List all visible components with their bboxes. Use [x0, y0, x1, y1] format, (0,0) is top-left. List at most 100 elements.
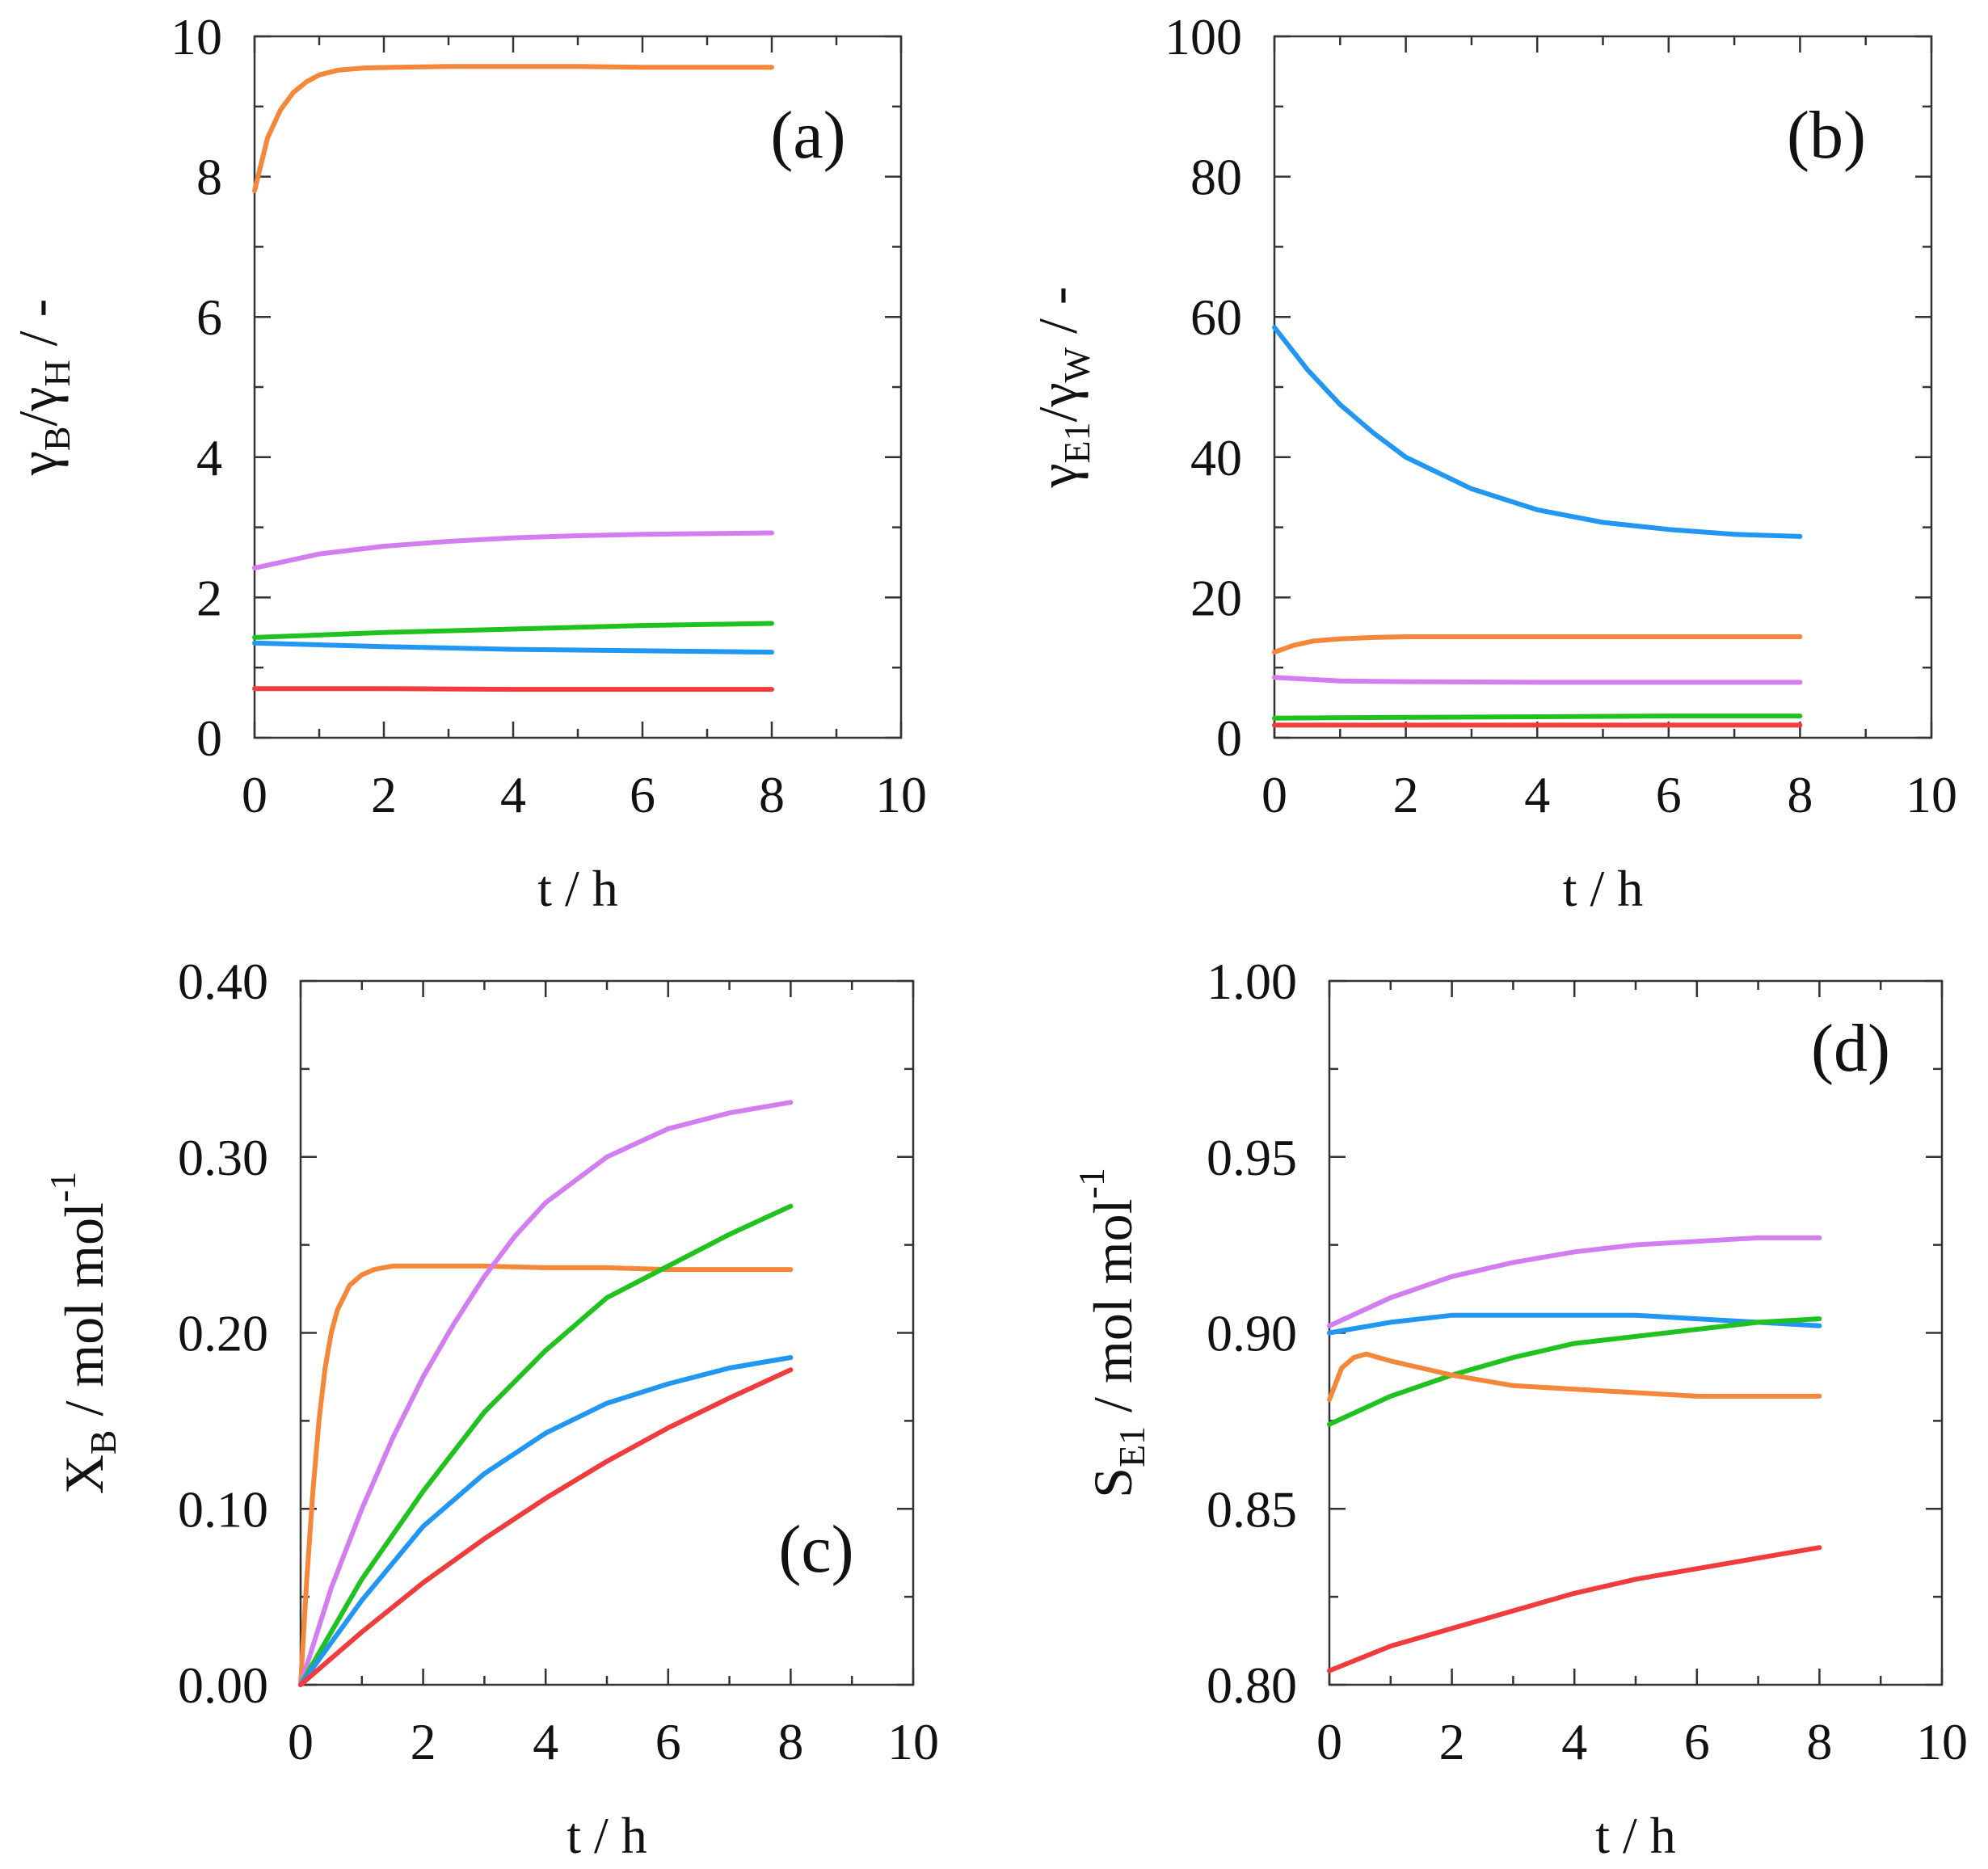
x-tick-label: 2	[1439, 1713, 1465, 1770]
y-tick-label: 0.40	[178, 953, 268, 1010]
y-tick-label: 0.95	[1207, 1129, 1297, 1186]
y-axis-title-part: E1	[1111, 1426, 1152, 1467]
series-line-violet	[1327, 1235, 1822, 1328]
panel-label: (a)	[770, 98, 845, 173]
y-axis-title-part: /γ	[1027, 382, 1089, 422]
x-tick-label: 6	[1656, 766, 1682, 823]
y-axis-title-part: E1	[1056, 422, 1097, 463]
y-tick-label: 8	[196, 149, 222, 206]
series-line-green	[252, 621, 774, 640]
series-line-green	[1272, 714, 1803, 721]
x-tick-label: 8	[759, 766, 785, 823]
y-axis-title-part: / -	[1027, 286, 1089, 347]
x-tick-label: 6	[655, 1713, 681, 1770]
x-tick-label: 2	[1393, 766, 1419, 823]
y-tick-label: 2	[196, 569, 222, 626]
y-tick-label: 60	[1190, 288, 1242, 346]
x-tick-label: 4	[1561, 1713, 1587, 1770]
y-axis-title-part: /γ	[7, 387, 69, 427]
y-axis-title-part: / -	[7, 299, 69, 360]
y-tick-label: 0.00	[178, 1656, 268, 1714]
series-line-red	[298, 1367, 794, 1687]
chart-panel-d: 0 2 4 6 8 10 0.80 0.85 0.90 0.95 1.00 t / h SE1 / mo…	[1071, 953, 1968, 1864]
series-line-blue	[1327, 1312, 1822, 1336]
y-axis-title-part: / mol mol	[1082, 1198, 1144, 1425]
x-axis-title: t / h	[1563, 860, 1644, 917]
x-tick-label: 0	[1316, 1713, 1342, 1770]
x-tick-label: 0	[1261, 766, 1287, 823]
y-tick-label: 40	[1190, 429, 1242, 486]
x-tick-label: 2	[411, 1713, 436, 1770]
x-tick-label: 8	[1787, 766, 1813, 823]
x-tick-label: 10	[1906, 766, 1957, 823]
chart-panel-c: 0 2 4 6 8 10 0.00 0.10 0.20 0.30 0.40 t / h XB / mol…	[42, 953, 939, 1864]
y-tick-label: 0.10	[178, 1480, 268, 1538]
y-tick-label: 0.20	[178, 1305, 268, 1362]
y-tick-label: 20	[1190, 569, 1242, 626]
x-tick-label: 6	[1684, 1713, 1710, 1770]
y-axis-title: SE1 / mol mol-1	[1071, 1168, 1152, 1498]
y-axis-title-part: γ	[1027, 463, 1089, 488]
y-tick-label: 0.30	[178, 1129, 268, 1186]
y-tick-label: 4	[196, 429, 222, 486]
series-line-orange	[252, 64, 774, 193]
panel-label: (c)	[778, 1512, 853, 1587]
series-line-violet	[298, 1100, 794, 1687]
y-tick-label: 0	[1216, 709, 1242, 767]
y-axis-title-part: H	[36, 360, 78, 386]
y-axis-title-part: W	[1056, 347, 1097, 382]
series-line-red	[1327, 1545, 1822, 1673]
x-tick-label: 2	[371, 766, 397, 823]
y-axis-title: γB/γH / -	[7, 299, 78, 476]
x-tick-label: 4	[500, 766, 526, 823]
y-tick-label: 80	[1190, 149, 1242, 206]
x-tick-label: 4	[533, 1713, 558, 1770]
y-axis-title: XB / mol mol-1	[42, 1172, 124, 1495]
x-tick-label: 0	[288, 1713, 314, 1770]
series-line-blue	[1272, 325, 1803, 539]
y-tick-label: 6	[196, 288, 222, 346]
x-tick-label: 10	[875, 766, 927, 823]
x-tick-label: 10	[1916, 1713, 1968, 1770]
x-axis-title: t / h	[1595, 1807, 1676, 1864]
y-tick-label: 1.00	[1207, 953, 1297, 1010]
series-line-blue	[298, 1355, 794, 1687]
y-axis-title-part: B	[82, 1430, 124, 1455]
series-line-violet	[252, 530, 774, 570]
y-tick-label: 10	[171, 8, 222, 65]
x-tick-label: 8	[777, 1713, 803, 1770]
series-line-violet	[1272, 675, 1803, 685]
y-axis-title-part: B	[36, 426, 78, 451]
y-axis-title-part: -1	[42, 1172, 83, 1202]
y-tick-label: 0	[196, 709, 222, 767]
series-line-orange	[1272, 634, 1803, 655]
panel-label: (b)	[1787, 98, 1866, 173]
y-tick-label: 100	[1165, 8, 1242, 65]
y-axis-title-part: X	[53, 1454, 115, 1494]
x-axis-title: t / h	[566, 1807, 647, 1864]
y-tick-label: 0.80	[1207, 1656, 1297, 1714]
series-line-green	[1327, 1316, 1822, 1427]
panel-label: (d)	[1811, 1011, 1890, 1086]
series-line-blue	[252, 640, 774, 655]
x-tick-label: 8	[1806, 1713, 1832, 1770]
y-axis-title: γE1/γW / -	[1027, 286, 1097, 488]
y-axis-title-part: -1	[1071, 1168, 1112, 1198]
x-tick-label: 0	[242, 766, 267, 823]
series-line-orange	[298, 1263, 794, 1687]
y-axis-title-part: / mol mol	[53, 1202, 115, 1429]
x-tick-label: 10	[887, 1713, 939, 1770]
x-tick-label: 6	[630, 766, 655, 823]
x-axis-title: t / h	[537, 860, 618, 917]
x-tick-label: 4	[1524, 766, 1550, 823]
y-axis-title-part: γ	[7, 451, 69, 476]
y-axis-title-part: S	[1082, 1467, 1144, 1498]
series-line-orange	[1327, 1351, 1822, 1403]
series-line-red	[252, 686, 774, 692]
series-line-green	[298, 1203, 794, 1687]
chart-panel-a: 0 2 4 6 8 10 0 2 4 6 8 10 t / h γB/γH / - (a)	[7, 8, 927, 917]
y-tick-label: 0.90	[1207, 1305, 1297, 1362]
y-tick-label: 0.85	[1207, 1480, 1297, 1538]
